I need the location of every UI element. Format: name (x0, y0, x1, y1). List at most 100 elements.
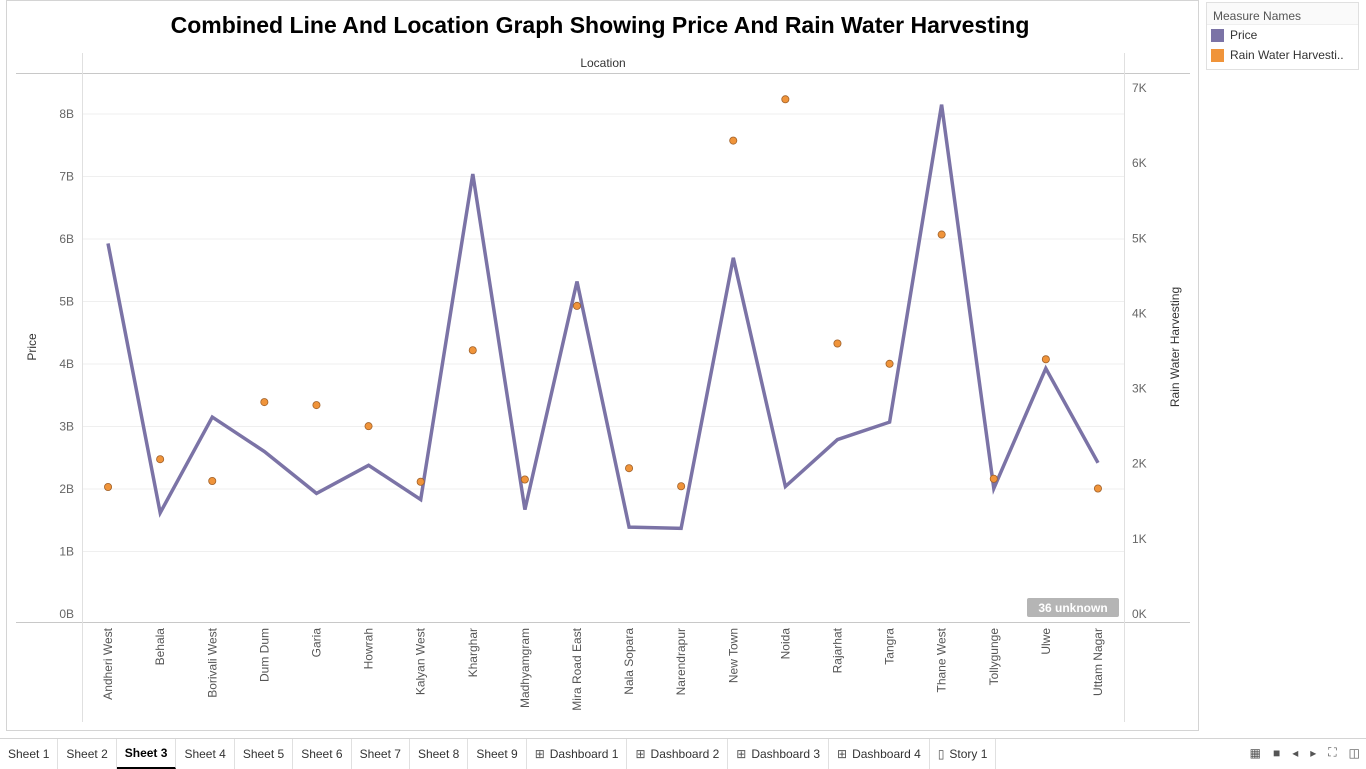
dashboard-icon: ⊞ (837, 747, 848, 761)
rain-water-point (312, 401, 321, 410)
y2-tick-label: 1K (1132, 532, 1147, 546)
rain-water-point (937, 230, 946, 239)
x-tick-label: Andheri West (101, 627, 115, 699)
next-sheet-icon[interactable]: ▸ (1310, 745, 1317, 760)
y-axis-title: Price (25, 333, 39, 361)
y2-tick-label: 0K (1132, 607, 1147, 621)
tab-sheet-8[interactable]: Sheet 8 (410, 739, 469, 769)
tab-label: Sheet 1 (8, 747, 50, 761)
legend-label-rain-water-harvesting: Rain Water Harvesti.. (1230, 48, 1344, 62)
tab-navigation: ▦ ■ ◂ ▸ ⛶ ◫ (1250, 745, 1360, 760)
dashboard-icon: ⊞ (635, 747, 646, 761)
x-tick-label: Mira Road East (570, 627, 584, 710)
tab-label: Dashboard 1 (549, 747, 619, 761)
x-tick-label: Kharghar (466, 628, 480, 677)
tab-sheet-7[interactable]: Sheet 7 (352, 739, 410, 769)
unknown-badge (1027, 598, 1119, 617)
tab-sheet-4[interactable]: Sheet 4 (176, 739, 235, 769)
x-tick-label: Tangra (883, 628, 897, 665)
prev-sheet-icon[interactable]: ◂ (1292, 745, 1299, 760)
rain-water-point (1093, 484, 1102, 493)
tab-label: Dashboard 3 (751, 747, 821, 761)
tab-label: Sheet 4 (184, 747, 226, 761)
y-tick-label: 2B (59, 482, 74, 496)
tab-dashboard-1[interactable]: ⊞ Dashboard 1 (527, 739, 628, 769)
x-tick-label: Ulwe (1039, 628, 1053, 655)
legend-title: Measure Names (1207, 3, 1358, 25)
y2-tick-label: 2K (1132, 457, 1147, 471)
grid-view-icon[interactable]: ▦ (1249, 745, 1261, 760)
x-tick-label: Rajarhat (830, 627, 844, 673)
rain-water-point (104, 483, 113, 492)
tab-sheet-5[interactable]: Sheet 5 (235, 739, 294, 769)
tab-label: Dashboard 4 (852, 747, 921, 761)
tab-label: Sheet 2 (66, 747, 108, 761)
rain-water-point (885, 359, 894, 368)
legend-item-price[interactable]: Price (1207, 25, 1358, 45)
y-tick-label: 1B (59, 545, 74, 559)
tab-dashboard-2[interactable]: ⊞ Dashboard 2 (627, 739, 729, 769)
y-tick-label: 8B (59, 107, 74, 121)
rain-water-point (572, 301, 581, 310)
tab-label: Story 1 (949, 747, 988, 761)
legend-item-rain-water-harvesting[interactable]: Rain Water Harvesti.. (1207, 45, 1358, 65)
tab-label: Sheet 3 (124, 746, 168, 760)
tab-story-1[interactable]: ▯ Story 1 (930, 739, 997, 769)
rain-water-point (781, 95, 790, 104)
x-tick-label: Noida (778, 628, 792, 660)
tab-label: Sheet 6 (301, 747, 343, 761)
x-tick-label: Dum Dum (257, 628, 271, 682)
x-tick-label: Garia (309, 628, 323, 658)
fit-screen-icon[interactable]: ⛶ (1328, 745, 1337, 759)
rain-water-point (208, 476, 217, 485)
rain-water-point (729, 136, 738, 145)
tab-label: Sheet 9 (476, 747, 518, 761)
x-tick-label: Tollygunge (987, 628, 1001, 686)
x-tick-label: Borivali West (205, 627, 219, 697)
column-header-location: Location (580, 56, 625, 70)
rain-water-point (989, 474, 998, 483)
rain-water-point (260, 398, 269, 407)
unknown-badge-label: 36 unknown (1038, 601, 1107, 615)
x-tick-label: Thane West (935, 627, 949, 692)
y2-axis-title: Rain Water Harvesting (1168, 287, 1182, 407)
y2-tick-label: 5K (1132, 231, 1147, 245)
rain-water-point (416, 477, 425, 486)
tab-label: Sheet 7 (359, 747, 401, 761)
rain-water-point (468, 346, 477, 355)
tab-label: Sheet 8 (417, 747, 460, 761)
tab-sheet-6[interactable]: Sheet 6 (293, 739, 352, 769)
x-tick-label: New Town (726, 628, 740, 683)
y-tick-label: 6B (59, 232, 74, 246)
tab-sheet-2[interactable]: Sheet 2 (58, 739, 117, 769)
y-tick-label: 7B (59, 170, 74, 184)
tab-sheet-3[interactable]: Sheet 3 (116, 739, 177, 769)
presentation-mode-icon[interactable]: ◫ (1348, 745, 1360, 760)
y2-tick-label: 6K (1132, 156, 1147, 170)
x-tick-label: Uttam Nagar (1091, 628, 1105, 696)
tab-dashboard-3[interactable]: ⊞ Dashboard 3 (728, 739, 830, 769)
rain-water-point (677, 482, 686, 491)
tab-sheet-1[interactable]: Sheet 1 (0, 739, 59, 769)
rain-water-point (625, 464, 634, 473)
y-tick-label: 3B (59, 420, 74, 434)
tab-dashboard-4[interactable]: ⊞ Dashboard 4 (829, 739, 930, 769)
x-tick-label: Kalyan West (414, 627, 428, 695)
filmstrip-view-icon[interactable]: ■ (1272, 745, 1281, 760)
y2-tick-label: 7K (1132, 81, 1147, 95)
rain-water-point (364, 422, 373, 431)
tab-label: Sheet 5 (242, 747, 285, 761)
x-tick-label: Madhyamgram (518, 628, 532, 708)
chart-svg: Location 0B 1B 2B 3B 4B 5B 6B 7B 8B 0K 1K 2K 3K 4K 5K 6K… (16, 53, 1190, 722)
worksheet-frame (6, 0, 1199, 731)
dashboard-icon: ⊞ (534, 747, 545, 761)
x-tick-label: Howrah (362, 628, 376, 669)
legend-swatch-price (1211, 28, 1224, 42)
y2-tick-label: 4K (1132, 306, 1147, 320)
sheet-tab-bar: Sheet 1 Sheet 2 Sheet 3 Sheet 4 Sheet 5 Sheet… (0, 738, 1366, 769)
dashboard-icon: ⊞ (736, 747, 747, 761)
y-tick-label: 4B (59, 357, 74, 371)
tab-sheet-9[interactable]: Sheet 9 (468, 739, 527, 769)
rain-water-point (156, 455, 165, 464)
y-tick-label: 5B (59, 295, 74, 309)
